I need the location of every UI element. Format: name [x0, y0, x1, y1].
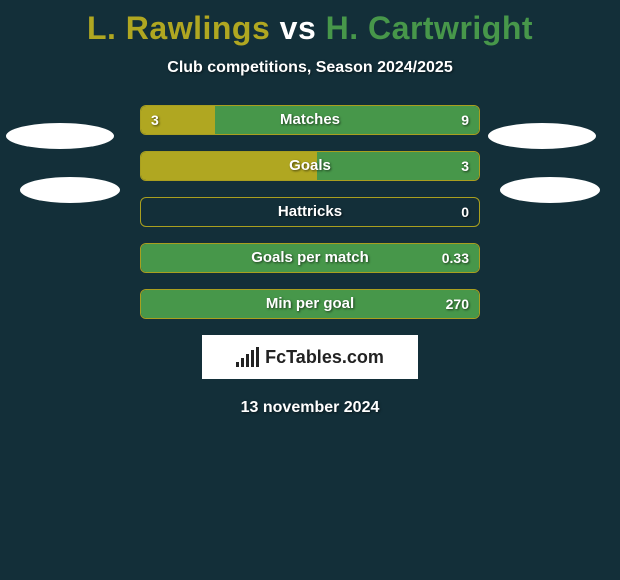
vs-separator: vs [280, 10, 317, 46]
player-badge-ellipse [500, 177, 600, 203]
stats-chart: 3Matches9Goals3Hattricks0Goals per match… [140, 105, 480, 319]
stat-row: Hattricks0 [140, 197, 480, 227]
player-badge-ellipse [488, 123, 596, 149]
stat-label: Goals per match [141, 244, 479, 272]
stat-value-right: 0 [461, 198, 469, 226]
stat-row: 3Matches9 [140, 105, 480, 135]
branding-text: FcTables.com [265, 347, 384, 368]
stat-value-right: 270 [446, 290, 469, 318]
player2-name: H. Cartwright [326, 10, 533, 46]
stat-value-right: 3 [461, 152, 469, 180]
stat-row: Min per goal270 [140, 289, 480, 319]
stat-label: Matches [141, 106, 479, 134]
stat-row: Goals per match0.33 [140, 243, 480, 273]
stat-label: Goals [141, 152, 479, 180]
branding-logo: FcTables.com [202, 335, 418, 379]
stat-label: Hattricks [141, 198, 479, 226]
player-badge-ellipse [6, 123, 114, 149]
stat-label: Min per goal [141, 290, 479, 318]
stat-row: Goals3 [140, 151, 480, 181]
player1-name: L. Rawlings [87, 10, 270, 46]
stat-value-right: 9 [461, 106, 469, 134]
logo-bars-icon [236, 347, 259, 367]
player-badge-ellipse [20, 177, 120, 203]
comparison-title: L. Rawlings vs H. Cartwright [0, 0, 620, 47]
stat-value-right: 0.33 [442, 244, 469, 272]
subtitle: Club competitions, Season 2024/2025 [0, 59, 620, 77]
date-text: 13 november 2024 [0, 399, 620, 417]
